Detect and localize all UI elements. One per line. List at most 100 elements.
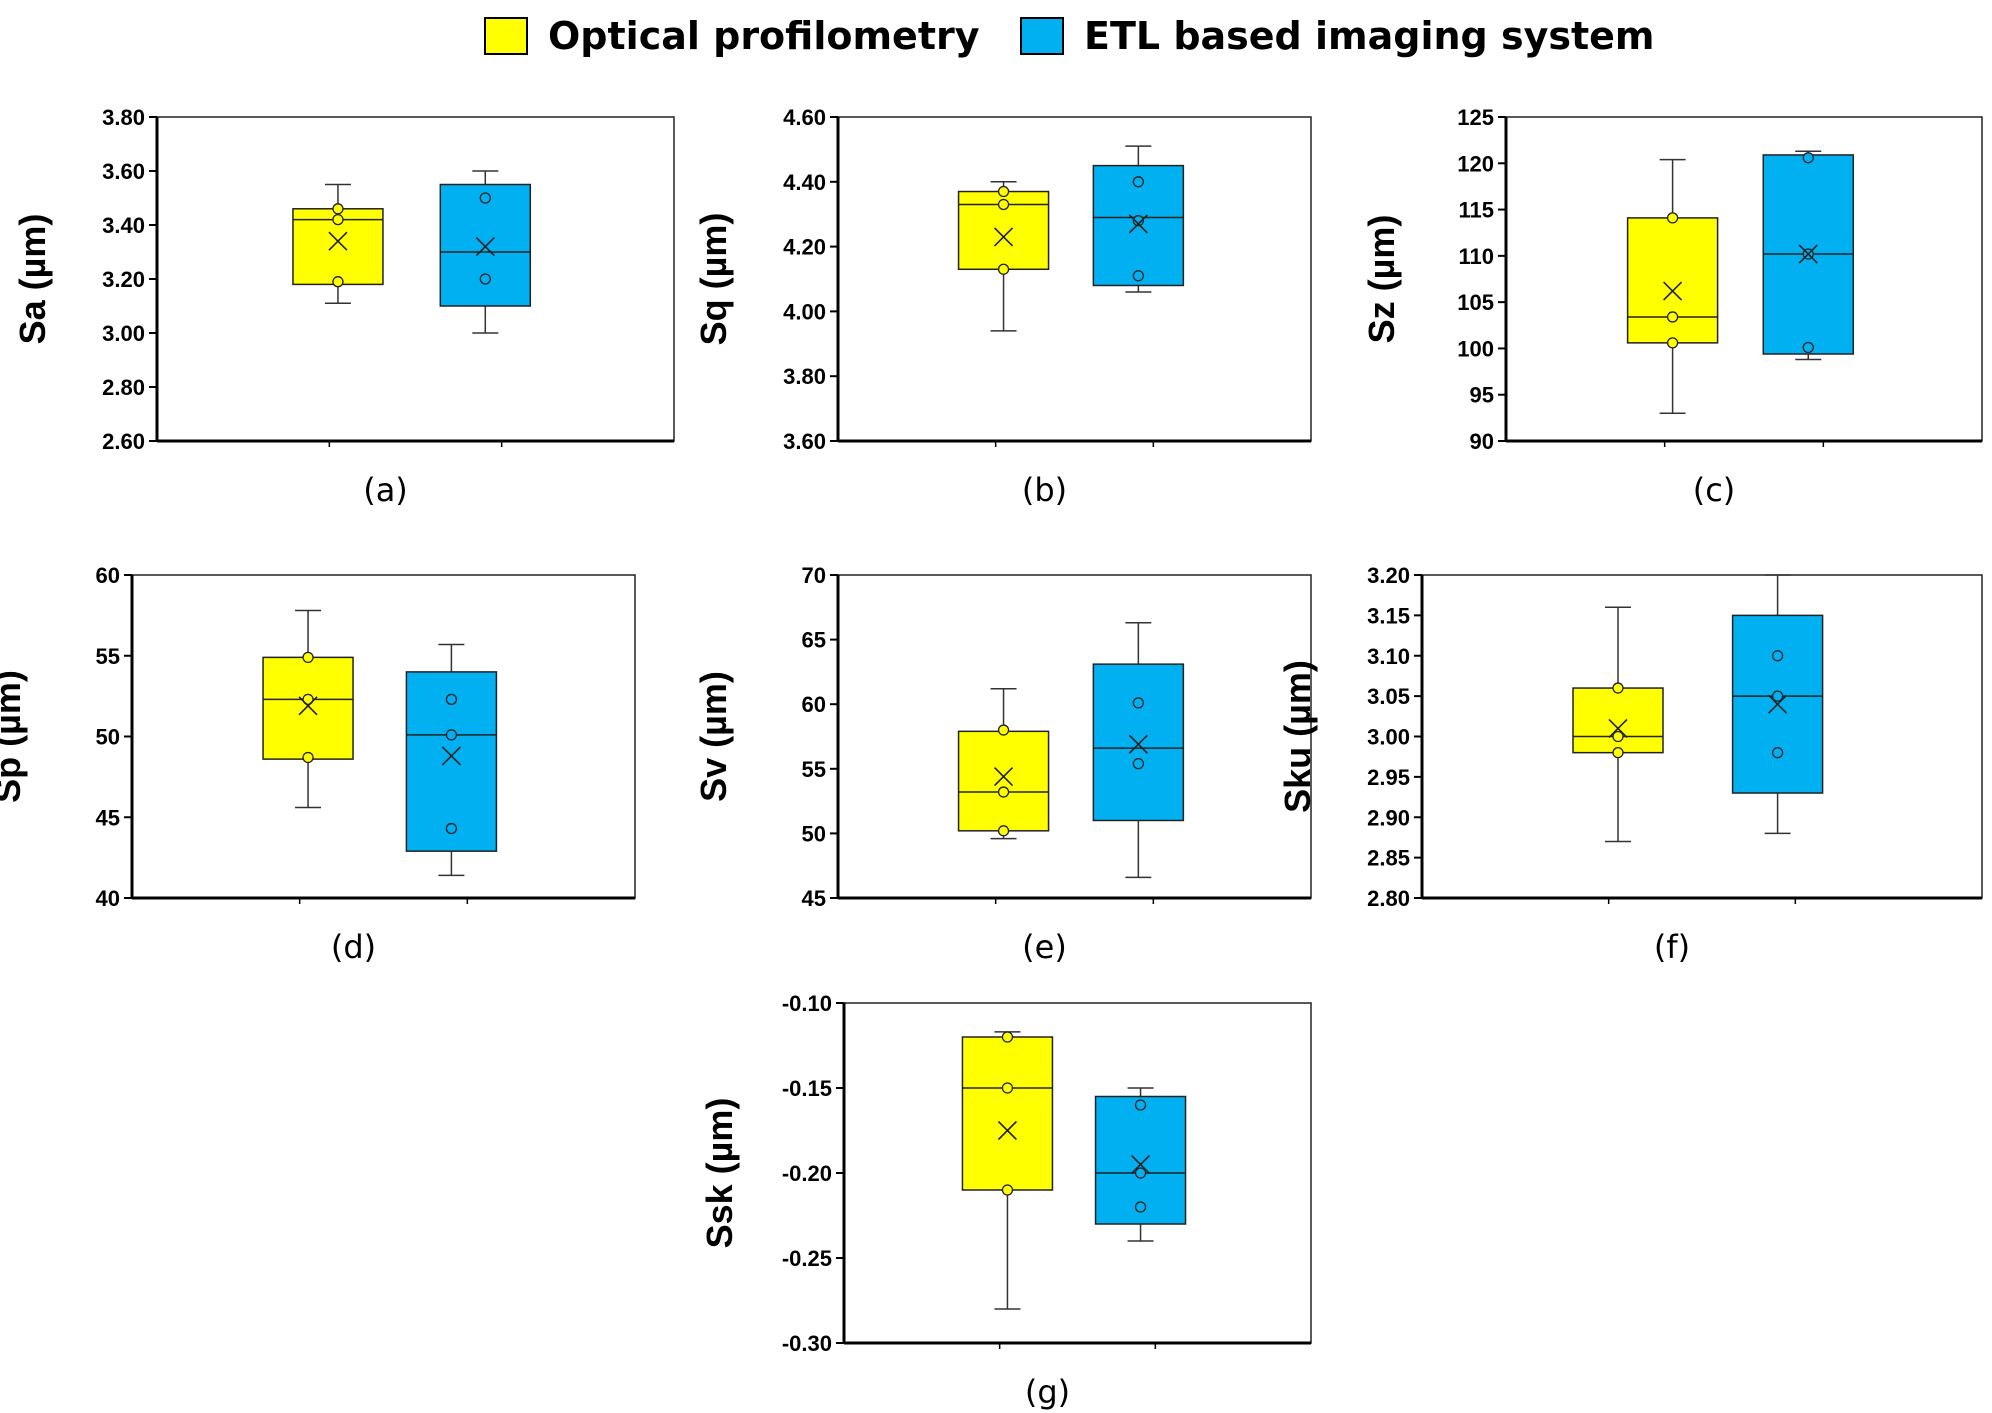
y-tick-label: 110 [1459,244,1495,269]
mean-marker-stroke [1128,734,1148,754]
mean-marker-stroke [993,766,1014,787]
box-body [1626,217,1719,344]
data-point [997,263,1010,275]
y-axis-title: Sz (µm) [1361,215,1402,344]
data-point [1771,650,1784,662]
data-point [1001,1184,1014,1196]
mean-marker-stroke [441,746,461,766]
mean-marker-stroke [993,227,1014,247]
plot-frame [1505,116,1983,442]
y-tick-label: 115 [1459,198,1495,223]
mean-marker-stroke [1663,281,1683,301]
box-body [439,183,532,307]
data-point [1132,757,1145,770]
mean-marker [298,696,318,716]
y-tick-label: 90 [1470,429,1494,454]
mean-marker [1608,718,1628,738]
box-optical [262,609,354,809]
chart-panel-6: 2.80 2.85 2.90 2.95 3.00 3.05 3.10 3.15 3.20 Sku … [1277,563,1983,966]
mean-marker [441,746,461,766]
data-point [332,276,344,288]
chart-panel-3: 90 95 100 105 110 115 120 125 Sz (µm) (c) [1361,105,1983,509]
data-point [997,198,1010,211]
y-axis-title: Ssk (µm) [699,1098,740,1249]
box-body [957,730,1050,832]
y-tick-label: 2.80 [102,375,145,400]
chart-panel-2: 3.60 3.80 4.00 4.20 4.40 4.60 Sq (µm) (b) [693,105,1312,509]
box-optical [292,183,384,305]
y-tick-label: 3.60 [102,159,145,184]
mean-marker [475,237,495,257]
panel-caption: (g) [1025,1373,1070,1411]
data-point [1134,1167,1147,1179]
data-point [302,693,314,706]
y-tick-label: -0.20 [782,1161,832,1186]
mean-marker [1798,244,1818,264]
chart-panel-7: -0.30 -0.25 -0.20 -0.15 -0.10 Ssk (µm) (g) [699,991,1312,1411]
y-tick-label: 4.60 [783,105,826,130]
data-point [997,724,1010,736]
data-point [1132,176,1145,188]
box-etl [1731,574,1824,835]
y-tick-label: -0.30 [782,1331,832,1356]
data-point [445,693,458,706]
data-point [1134,1099,1147,1111]
plot-frame [131,574,636,899]
box-body [1092,663,1185,822]
panel-caption: (f) [1654,928,1690,966]
y-tick-label: 60 [802,692,826,717]
y-tick-label: 3.80 [783,364,826,389]
mean-marker [1128,734,1148,754]
mean-marker-stroke [1608,718,1628,738]
legend-swatch-blue [1020,17,1064,55]
legend-label-etl: ETL based imaging system [1084,14,1655,58]
y-tick-label: 3.00 [1367,725,1410,750]
panel-caption: (e) [1022,928,1067,966]
data-point [302,651,314,664]
box-optical [1572,606,1664,843]
data-point [997,825,1010,837]
data-point [1666,337,1679,349]
y-tick-label: 2.60 [102,429,145,454]
legend-label-optical: Optical profilometry [548,14,980,58]
y-tick-label: 50 [96,725,120,750]
y-tick-label: 4.40 [783,170,826,195]
y-tick-label: -0.10 [782,991,832,1016]
mean-marker [1130,1154,1151,1175]
data-point [1001,1031,1014,1043]
data-point [1771,747,1784,759]
plot-frame [843,1002,1312,1344]
mean-marker-stroke [328,231,348,251]
data-point [1132,270,1145,282]
data-point [445,822,458,835]
y-axis-title: Sp (µm) [0,670,28,803]
y-tick-label: 2.90 [1367,805,1410,830]
data-point [1666,311,1679,323]
y-tick-label: 125 [1457,105,1494,130]
box-optical [961,1031,1054,1310]
box-etl [405,643,498,877]
y-tick-label: 60 [96,563,120,588]
box-optical [957,181,1050,332]
panel-caption: (a) [363,471,408,509]
y-tick-label: 55 [802,757,826,782]
y-tick-label: 3.15 [1367,603,1410,628]
mean-marker-stroke [1768,694,1788,714]
mean-marker-stroke [1130,1154,1151,1175]
y-tick-label: 2.80 [1367,886,1410,911]
box-optical [1626,158,1719,414]
y-tick-label: 120 [1457,151,1494,176]
y-tick-label: 3.20 [102,267,145,292]
data-point [997,786,1010,798]
data-point [302,751,314,764]
data-point [1802,341,1814,354]
plot-frame [1421,574,1983,899]
mean-marker-stroke [1798,244,1818,264]
box-etl [1092,145,1185,293]
y-tick-label: 2.85 [1367,846,1410,871]
plot-frame [837,116,1312,442]
box-optical [957,687,1050,840]
legend: Optical profilometry ETL based imaging s… [0,14,1992,74]
y-tick-label: 95 [1470,383,1494,408]
